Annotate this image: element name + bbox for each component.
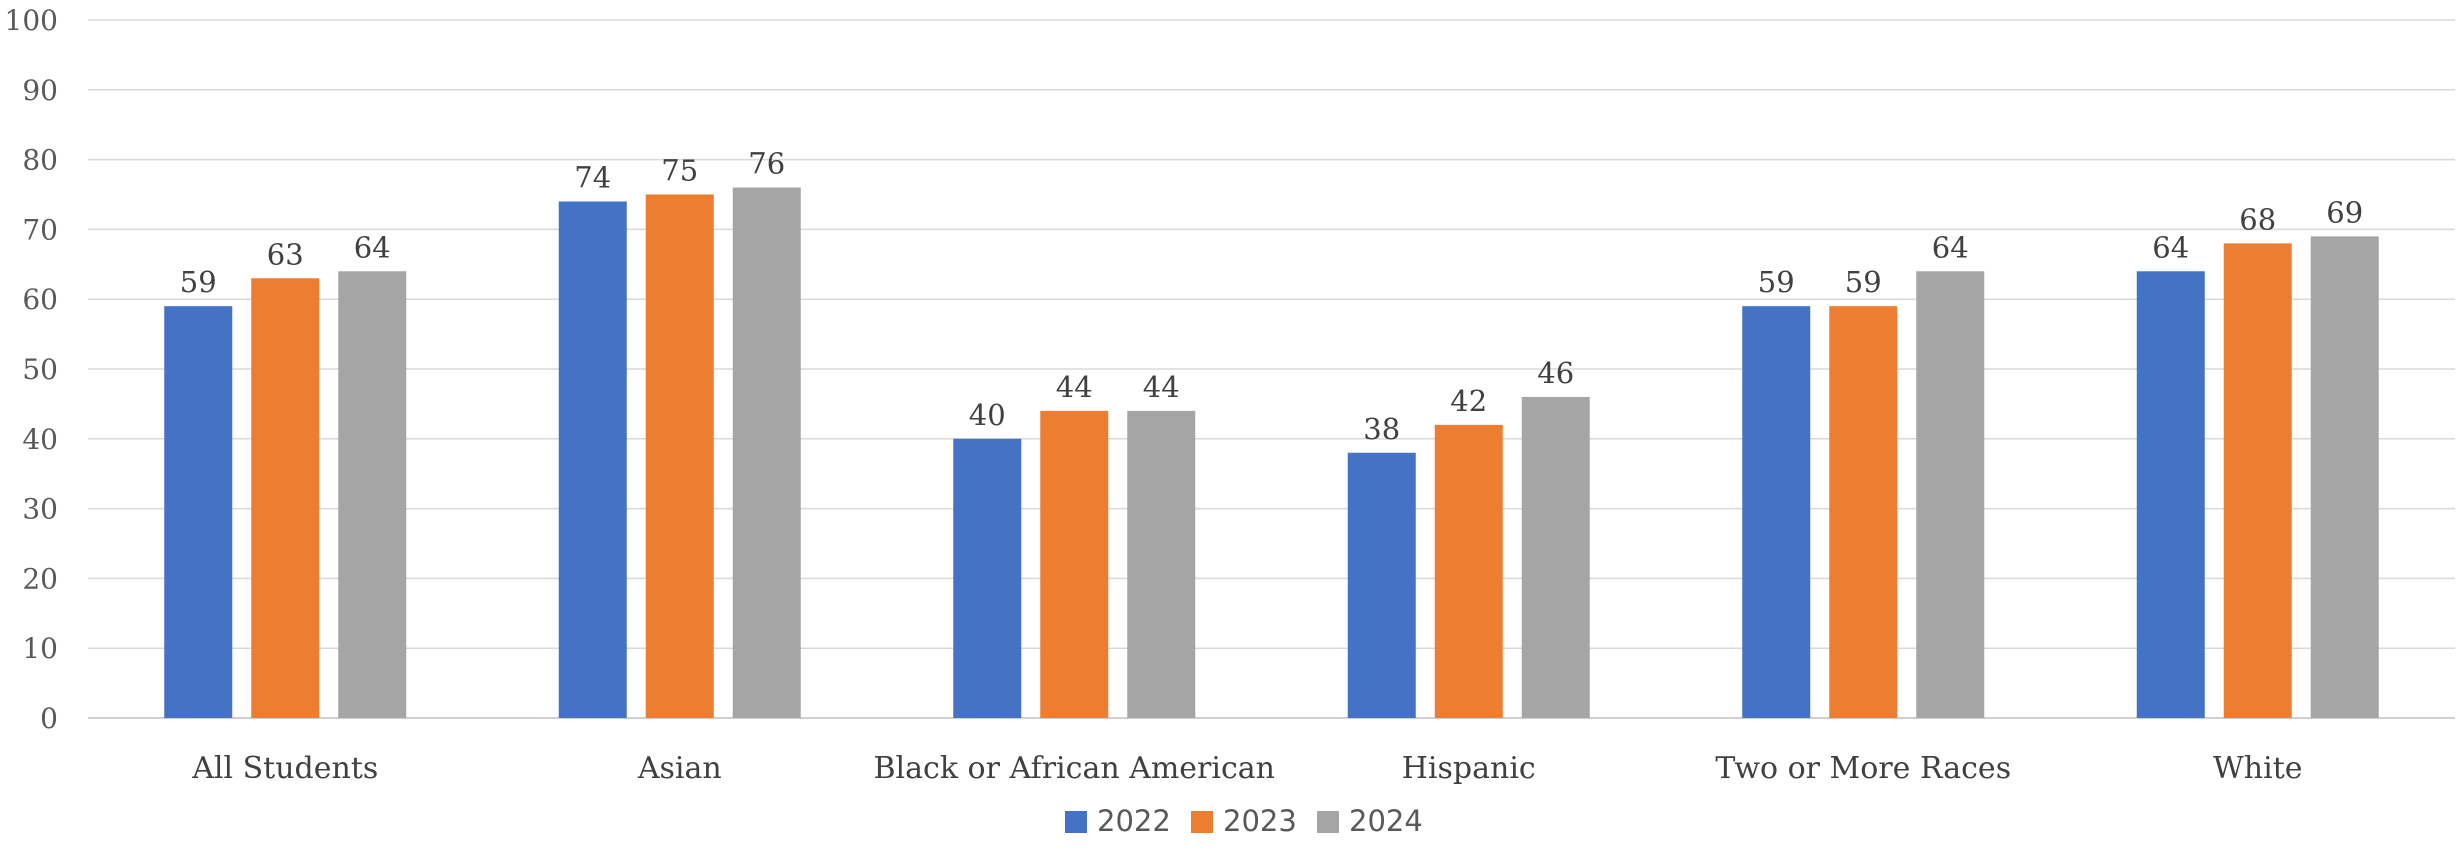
x-category-label: All Students	[191, 751, 378, 786]
bar-2023-0	[251, 278, 320, 718]
y-tick-label: 30	[22, 493, 58, 526]
x-axis-categories: All Students Asian Black or African Americ…	[191, 751, 2302, 786]
bar-2024-4	[1916, 271, 1985, 718]
legend-label: 2023	[1223, 804, 1297, 838]
y-tick-label: 80	[22, 144, 58, 177]
y-tick-label: 60	[22, 283, 58, 316]
data-label-2022-0: 59	[180, 265, 217, 299]
data-label-2022-3: 38	[1363, 412, 1400, 446]
legend-item-2024: 2024	[1317, 804, 1423, 838]
bar-2022-1	[558, 201, 627, 719]
data-label-2023-4: 59	[1845, 265, 1882, 299]
gridlines	[88, 19, 2455, 719]
data-label-2023-0: 63	[267, 237, 304, 271]
data-labels: 59 63 64 74 75 76 40 44 44 38 42 46 59 59 64 64 68 69	[180, 147, 2363, 446]
data-label-2024-1: 76	[748, 147, 785, 181]
legend-swatch	[1191, 811, 1213, 833]
data-label-2022-1: 74	[574, 160, 611, 194]
data-label-2023-2: 44	[1056, 370, 1093, 404]
bar-2024-5	[2310, 236, 2379, 718]
bar-2024-0	[338, 271, 407, 718]
bar-2023-2	[1040, 410, 1109, 718]
data-label-2024-0: 64	[354, 230, 391, 264]
data-label-2024-2: 44	[1143, 370, 1180, 404]
bar-2024-2	[1127, 410, 1196, 718]
x-category-label: Black or African American	[873, 751, 1275, 786]
data-label-2023-1: 75	[661, 154, 698, 188]
y-axis-ticks: 0 10 20 30 40 50 60 70 80 90 100	[5, 4, 58, 735]
legend-swatch	[1317, 811, 1339, 833]
data-label-2022-2: 40	[969, 398, 1006, 432]
data-label-2024-4: 64	[1932, 230, 1969, 264]
data-label-2023-3: 42	[1450, 384, 1487, 418]
bar-2022-3	[1347, 452, 1416, 718]
legend-label: 2024	[1349, 804, 1423, 838]
bar-2023-1	[645, 194, 714, 718]
data-label-2023-5: 68	[2239, 202, 2276, 236]
y-tick-label: 40	[22, 423, 58, 456]
data-label-2024-3: 46	[1537, 356, 1574, 390]
x-category-label: Asian	[637, 751, 722, 786]
x-category-label: White	[2213, 751, 2303, 786]
bar-2022-4	[1742, 306, 1811, 718]
bar-2024-3	[1521, 396, 1590, 718]
data-label-2022-4: 59	[1758, 265, 1795, 299]
y-tick-label: 100	[5, 4, 58, 37]
bars	[164, 187, 2379, 719]
bar-2023-3	[1434, 424, 1503, 718]
y-tick-label: 50	[22, 353, 58, 386]
legend-swatch	[1065, 811, 1087, 833]
x-category-label: Hispanic	[1402, 751, 1536, 786]
x-category-label: Two or More Races	[1715, 751, 2011, 786]
legend-item-2022: 2022	[1065, 804, 1171, 838]
y-tick-label: 90	[22, 74, 58, 107]
data-label-2024-5: 69	[2326, 195, 2363, 229]
y-tick-label: 70	[22, 213, 58, 246]
legend-label: 2022	[1097, 804, 1171, 838]
bar-2022-5	[2136, 271, 2205, 718]
bar-2024-1	[732, 187, 801, 718]
y-tick-label: 10	[22, 632, 58, 665]
data-label-2022-5: 64	[2152, 230, 2189, 264]
y-tick-label: 20	[22, 562, 58, 595]
bar-2023-5	[2223, 243, 2292, 719]
y-tick-label: 0	[40, 702, 58, 735]
bar-2022-2	[953, 438, 1022, 718]
legend-item-2023: 2023	[1191, 804, 1297, 838]
legend: 2022 2023 2024	[1065, 804, 1423, 838]
bar-2022-0	[164, 306, 233, 718]
bar-2023-4	[1829, 306, 1898, 718]
